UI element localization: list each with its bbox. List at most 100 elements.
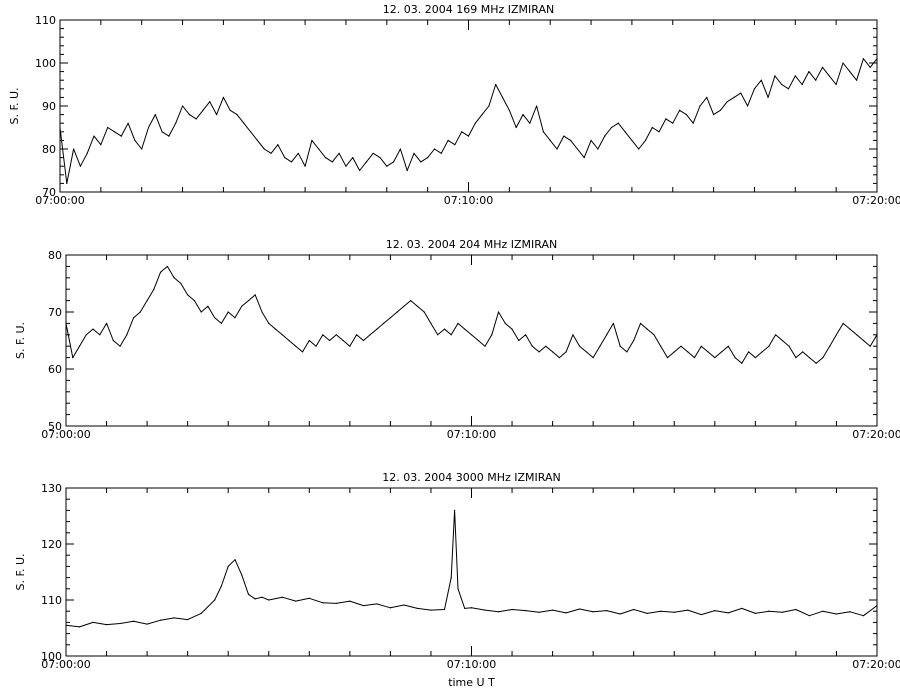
data-point — [644, 139, 647, 141]
data-point — [362, 339, 364, 342]
data-point — [200, 612, 202, 615]
data-point — [501, 96, 504, 98]
data-point — [362, 605, 364, 607]
data-point — [141, 148, 143, 150]
data-point — [99, 334, 101, 336]
data-point — [747, 351, 750, 353]
data-point — [160, 271, 162, 273]
data-point — [606, 334, 608, 336]
data-point — [113, 131, 116, 133]
data-point — [281, 596, 283, 598]
data-point — [181, 105, 184, 107]
data-point — [270, 152, 272, 154]
data-point — [754, 612, 756, 615]
y-tick-label: 100 — [35, 57, 56, 70]
data-point — [328, 339, 331, 342]
x-tick-label: 07:20:00 — [852, 194, 900, 207]
data-point — [288, 339, 290, 342]
data-point — [862, 58, 864, 60]
data-point — [161, 131, 163, 133]
series-line — [65, 509, 878, 628]
data-point — [515, 126, 517, 129]
data-point — [227, 311, 229, 313]
data-point — [822, 610, 824, 612]
data-point — [457, 322, 459, 324]
data-point — [775, 334, 777, 336]
x-tick-label: 07:20:00 — [852, 658, 900, 671]
data-point — [660, 610, 662, 612]
data-point — [545, 345, 547, 347]
data-point — [484, 345, 486, 347]
data-point — [835, 334, 838, 336]
data-point — [552, 351, 554, 353]
data-point — [315, 345, 317, 347]
y-axis-label: S. F. U. — [14, 553, 27, 590]
data-point — [849, 328, 851, 330]
data-point — [491, 334, 493, 336]
data-point — [556, 148, 558, 150]
data-point — [646, 612, 648, 615]
data-point — [66, 182, 68, 184]
data-point — [295, 345, 297, 347]
data-point — [619, 613, 621, 615]
data-point — [59, 126, 61, 129]
chart-panel-2: 12. 03. 2004 204 MHz IZMIRAN S. F. U. 50 60… — [14, 238, 900, 441]
data-point — [565, 351, 567, 353]
data-point — [761, 351, 763, 353]
data-point — [175, 122, 177, 124]
data-point — [85, 334, 87, 336]
data-point — [781, 83, 783, 86]
data-point — [795, 357, 797, 359]
data-point — [372, 152, 374, 154]
data-point — [470, 334, 473, 336]
data-point — [107, 126, 109, 129]
data-point — [638, 148, 640, 150]
data-point — [100, 144, 102, 146]
data-point — [495, 83, 497, 86]
data-point — [222, 96, 224, 98]
data-point — [646, 328, 648, 330]
data-point — [565, 612, 567, 614]
y-tick-label: 100 — [41, 650, 62, 663]
data-point — [416, 607, 419, 610]
data-point — [467, 135, 470, 137]
data-point — [416, 305, 419, 307]
data-point — [127, 122, 129, 124]
data-point — [538, 611, 540, 613]
data-point — [297, 152, 299, 154]
data-point — [86, 152, 88, 154]
data-point — [497, 611, 500, 613]
data-point — [72, 357, 74, 359]
x-tick-label: 07:00:00 — [41, 658, 90, 671]
data-point — [714, 610, 716, 612]
data-point — [383, 322, 385, 324]
data-point — [552, 609, 554, 611]
x-tick-label: 07:00:00 — [41, 428, 90, 441]
data-point — [261, 596, 263, 598]
data-point — [254, 294, 256, 296]
data-point — [396, 311, 398, 313]
data-point — [488, 105, 490, 107]
data-point — [173, 617, 175, 619]
data-point — [768, 345, 770, 347]
data-point — [849, 611, 851, 613]
data-point — [747, 105, 749, 107]
data-point — [356, 334, 358, 336]
data-point — [403, 604, 405, 606]
data-point — [308, 597, 310, 599]
data-point — [535, 105, 538, 107]
data-point — [105, 322, 108, 324]
data-point — [234, 317, 236, 319]
data-point — [393, 161, 395, 163]
data-point — [188, 114, 190, 116]
data-point — [511, 328, 513, 330]
data-point — [633, 608, 635, 611]
data-point — [727, 345, 729, 347]
data-point — [849, 71, 851, 73]
data-point — [126, 334, 128, 336]
data-point — [154, 114, 156, 116]
plot-frame — [65, 254, 878, 427]
data-point — [856, 334, 858, 336]
x-axis-label: time U T — [448, 676, 495, 689]
data-point — [301, 351, 304, 353]
